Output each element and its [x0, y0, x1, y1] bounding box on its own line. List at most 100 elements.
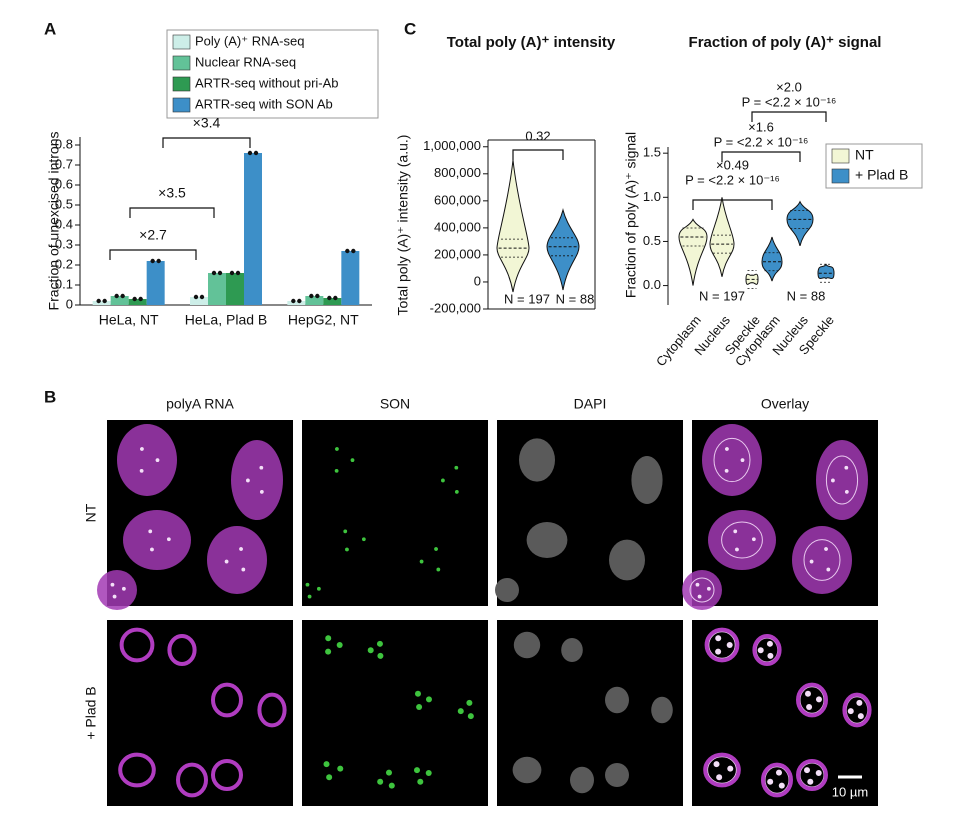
violin-body [761, 236, 783, 282]
cell [702, 424, 762, 496]
point [114, 293, 119, 299]
nucleus [825, 455, 859, 505]
bar [128, 299, 147, 305]
speckle [317, 587, 321, 591]
bracket [721, 151, 801, 162]
cell [123, 510, 191, 570]
y-tick-label: 0.2 [55, 256, 73, 271]
y-tick-label: 0.5 [643, 233, 661, 248]
violin-body [496, 159, 530, 293]
speckle [724, 468, 729, 473]
legend-label: ARTR-seq without pri-Ab [195, 75, 339, 90]
point [297, 298, 302, 304]
column-label: DAPI [574, 396, 607, 412]
point [217, 270, 223, 276]
cell [207, 526, 267, 594]
speckle [335, 447, 339, 451]
speckle [807, 778, 814, 785]
point [211, 270, 217, 276]
bracket [692, 199, 773, 210]
speckle [325, 635, 332, 642]
nucleus [609, 539, 645, 581]
speckle [307, 594, 312, 599]
legend-label: + Plad B [855, 167, 908, 183]
annotation: ×2.0 [776, 79, 802, 94]
speckle [367, 647, 374, 654]
speckle [350, 458, 355, 463]
column-label: Overlay [761, 396, 809, 412]
row-label: NT [83, 503, 99, 522]
legend-swatch [831, 148, 850, 164]
cell [682, 570, 722, 610]
speckle [815, 696, 822, 703]
speckle [305, 582, 310, 587]
nucleus [526, 522, 568, 558]
x-tick-label: HeLa, NT [99, 312, 159, 328]
speckle [122, 587, 126, 591]
nucleus [495, 578, 519, 602]
bar [244, 153, 262, 305]
column-label: polyA RNA [166, 396, 234, 412]
annotation: ×1.6 [748, 119, 774, 134]
nucleus-rim [118, 752, 156, 788]
y-tick-label: 0.0 [643, 277, 661, 292]
point [333, 295, 338, 301]
bracket [512, 149, 564, 160]
speckle [804, 690, 811, 697]
cell [97, 570, 137, 610]
x-tick-label: Cytoplasm [653, 312, 704, 369]
speckle [806, 704, 813, 711]
point [150, 258, 155, 264]
nucleus [513, 631, 541, 659]
speckle [388, 782, 395, 789]
annotation: N = 197 [504, 291, 550, 306]
annotation: N = 197 [699, 288, 745, 303]
speckle [414, 767, 421, 774]
speckle [224, 559, 229, 564]
cell [117, 424, 177, 496]
speckle [414, 690, 421, 697]
speckle [775, 769, 782, 776]
speckle [140, 447, 144, 451]
speckle [735, 547, 739, 552]
speckle [716, 774, 723, 781]
speckle [167, 537, 171, 542]
y-axis-title: Fraction of unexcised introns [46, 132, 62, 311]
nucleus [605, 686, 629, 714]
speckle [778, 782, 785, 789]
cell [708, 510, 776, 570]
speckle [733, 529, 738, 534]
y-tick-label: 1,000,000 [423, 138, 481, 153]
speckle [726, 642, 733, 648]
speckle [727, 765, 734, 772]
speckle [767, 652, 774, 659]
point [327, 295, 332, 301]
bar [146, 261, 165, 305]
nucleus-rim [796, 682, 828, 718]
bar [92, 301, 111, 305]
speckle [766, 640, 773, 647]
annotation: ×2.7 [139, 227, 167, 243]
nucleus [519, 438, 555, 482]
x-tick-label: HepG2, NT [288, 312, 359, 328]
speckle [740, 458, 745, 463]
bar [190, 297, 208, 305]
speckle [377, 652, 384, 659]
annotation: N = 88 [787, 288, 826, 303]
speckle [434, 547, 438, 551]
speckle [343, 529, 348, 534]
speckle [246, 478, 250, 483]
chart-title: Total poly (A)⁺ intensity [447, 34, 616, 51]
annotation: ×3.5 [158, 185, 186, 201]
nucleus-rim [167, 634, 197, 666]
speckle [436, 567, 441, 572]
micrograph [302, 420, 488, 606]
annotation: ×0.49 [716, 157, 749, 172]
speckle [334, 468, 339, 473]
speckle [326, 774, 333, 781]
y-tick-label: 200,000 [434, 246, 481, 261]
point [138, 296, 143, 302]
violin-body [709, 197, 735, 277]
speckle [847, 708, 854, 715]
legend-swatch [831, 168, 850, 184]
